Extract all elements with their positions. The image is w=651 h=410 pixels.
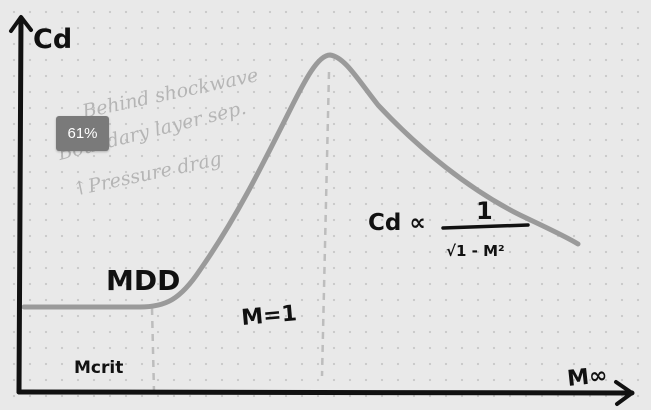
mach-one-guide-line: [320, 71, 331, 377]
formula-fraction-bar: [441, 223, 530, 230]
x-axis-arrow-icon: [614, 380, 634, 406]
mach-one-label: M=1: [240, 301, 298, 331]
y-axis: [9, 15, 33, 395]
formula-numerator: 1: [476, 197, 493, 225]
mdd-label: MDD: [106, 264, 180, 297]
drag-curve: [21, 52, 581, 310]
y-axis-arrow-icon: [9, 15, 33, 33]
formula-lhs: Cd ∝: [368, 210, 426, 236]
x-axis-label: M∞: [566, 363, 609, 392]
zoom-level-badge[interactable]: 61%: [56, 116, 109, 151]
mcrit-label: Mcrit: [74, 358, 123, 378]
drag-formula: Cd ∝ 1 √1 - M²: [368, 197, 530, 260]
formula-denominator: √1 - M²: [446, 242, 505, 260]
x-axis: [16, 380, 635, 406]
y-axis-label: Cd: [33, 24, 72, 55]
mcrit-guide-line: [150, 307, 156, 393]
